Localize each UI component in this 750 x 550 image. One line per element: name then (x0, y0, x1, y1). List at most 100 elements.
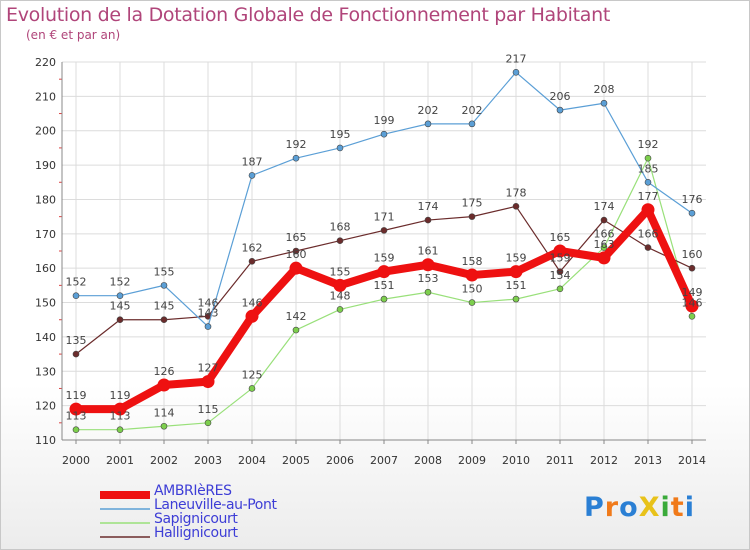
data-label: 159 (374, 252, 395, 265)
data-label: 152 (66, 276, 87, 289)
x-tick-label: 2006 (326, 454, 354, 467)
data-point (512, 203, 520, 210)
data-point (509, 265, 523, 279)
data-label: 199 (374, 114, 395, 127)
logo-letter: o (619, 492, 639, 523)
data-point (600, 244, 608, 251)
data-label: 163 (594, 238, 615, 251)
data-point (160, 422, 168, 430)
x-tick-label: 2003 (194, 454, 222, 467)
y-tick-label: 200 (35, 125, 56, 138)
data-point (204, 323, 212, 330)
data-label: 192 (638, 138, 659, 151)
data-point (512, 295, 520, 303)
data-label: 195 (330, 128, 351, 141)
data-label: 185 (638, 162, 659, 175)
y-tick-label: 190 (35, 159, 56, 172)
x-tick-label: 2011 (546, 454, 574, 467)
data-point (597, 251, 611, 265)
data-point (556, 285, 564, 293)
data-label: 208 (594, 83, 615, 96)
y-tick-label: 170 (35, 228, 56, 241)
data-label: 159 (506, 252, 527, 265)
data-label: 175 (462, 197, 483, 210)
logo-letter: i (684, 492, 695, 523)
data-point (157, 378, 171, 392)
x-tick-label: 2014 (678, 454, 706, 467)
data-label: 145 (110, 300, 131, 313)
legend-swatch-laneuville (100, 508, 150, 510)
data-point (113, 402, 127, 416)
data-label: 146 (198, 296, 219, 309)
data-label: 151 (506, 279, 527, 292)
data-label: 115 (198, 403, 219, 416)
data-point (204, 419, 212, 427)
logo-letter: i (660, 492, 671, 523)
data-label: 192 (286, 138, 307, 151)
x-tick-label: 2012 (590, 454, 618, 467)
data-label: 143 (198, 307, 219, 320)
x-tick-label: 2001 (106, 454, 134, 467)
data-point (424, 120, 432, 128)
data-label: 166 (594, 228, 615, 241)
data-label: 127 (198, 362, 219, 375)
data-point (641, 203, 655, 217)
data-point (644, 244, 652, 251)
data-label: 202 (462, 104, 483, 117)
data-label: 155 (330, 265, 351, 278)
data-label: 135 (66, 334, 87, 347)
data-label: 149 (682, 286, 703, 299)
data-label: 202 (418, 104, 439, 117)
data-point (468, 213, 476, 220)
data-label: 154 (550, 269, 571, 282)
data-point (116, 292, 124, 299)
data-point (377, 265, 391, 279)
data-label: 166 (638, 228, 659, 241)
data-label: 119 (66, 389, 87, 402)
chart-title: Evolution de la Dotation Globale de Fonc… (6, 4, 611, 26)
data-point (688, 264, 696, 272)
data-label: 145 (154, 300, 175, 313)
data-point (292, 154, 300, 162)
x-tick-label: 2010 (502, 454, 530, 467)
data-point (72, 426, 80, 433)
chart-subtitle: (en € et par an) (26, 28, 121, 42)
data-label: 125 (242, 368, 263, 381)
data-label: 187 (242, 155, 263, 168)
data-label: 152 (110, 276, 131, 289)
data-label: 162 (242, 241, 263, 254)
data-point (600, 99, 608, 107)
data-label: 146 (682, 296, 703, 309)
data-label: 176 (682, 193, 703, 206)
x-tick-label: 2000 (62, 454, 90, 467)
data-point (292, 326, 300, 334)
x-tick-label: 2005 (282, 454, 310, 467)
data-point (116, 316, 124, 324)
data-point (333, 278, 347, 292)
data-point (116, 426, 124, 433)
data-point (72, 292, 80, 299)
data-point (512, 69, 520, 76)
data-point (289, 261, 303, 275)
data-point (380, 295, 388, 303)
axes: 110 120 130 140 150 160 170 180 190 200 210 220 2000… (35, 56, 706, 467)
legend-swatch-ambrieres (100, 491, 150, 499)
data-label: 165 (550, 231, 571, 244)
data-point (160, 316, 168, 324)
data-point (380, 130, 388, 138)
data-label: 168 (330, 221, 351, 234)
data-label: 126 (154, 365, 175, 378)
data-point (72, 350, 80, 358)
logo-letter: r (604, 492, 620, 523)
y-tick-label: 130 (35, 365, 56, 378)
data-point (424, 288, 432, 296)
data-label: 146 (242, 296, 263, 309)
data-label: 206 (550, 90, 571, 103)
y-tick-label: 180 (35, 193, 56, 206)
logo-letter: P (584, 492, 605, 523)
data-point (292, 247, 300, 255)
data-point (685, 299, 699, 313)
y-tick-label: 150 (35, 297, 56, 310)
